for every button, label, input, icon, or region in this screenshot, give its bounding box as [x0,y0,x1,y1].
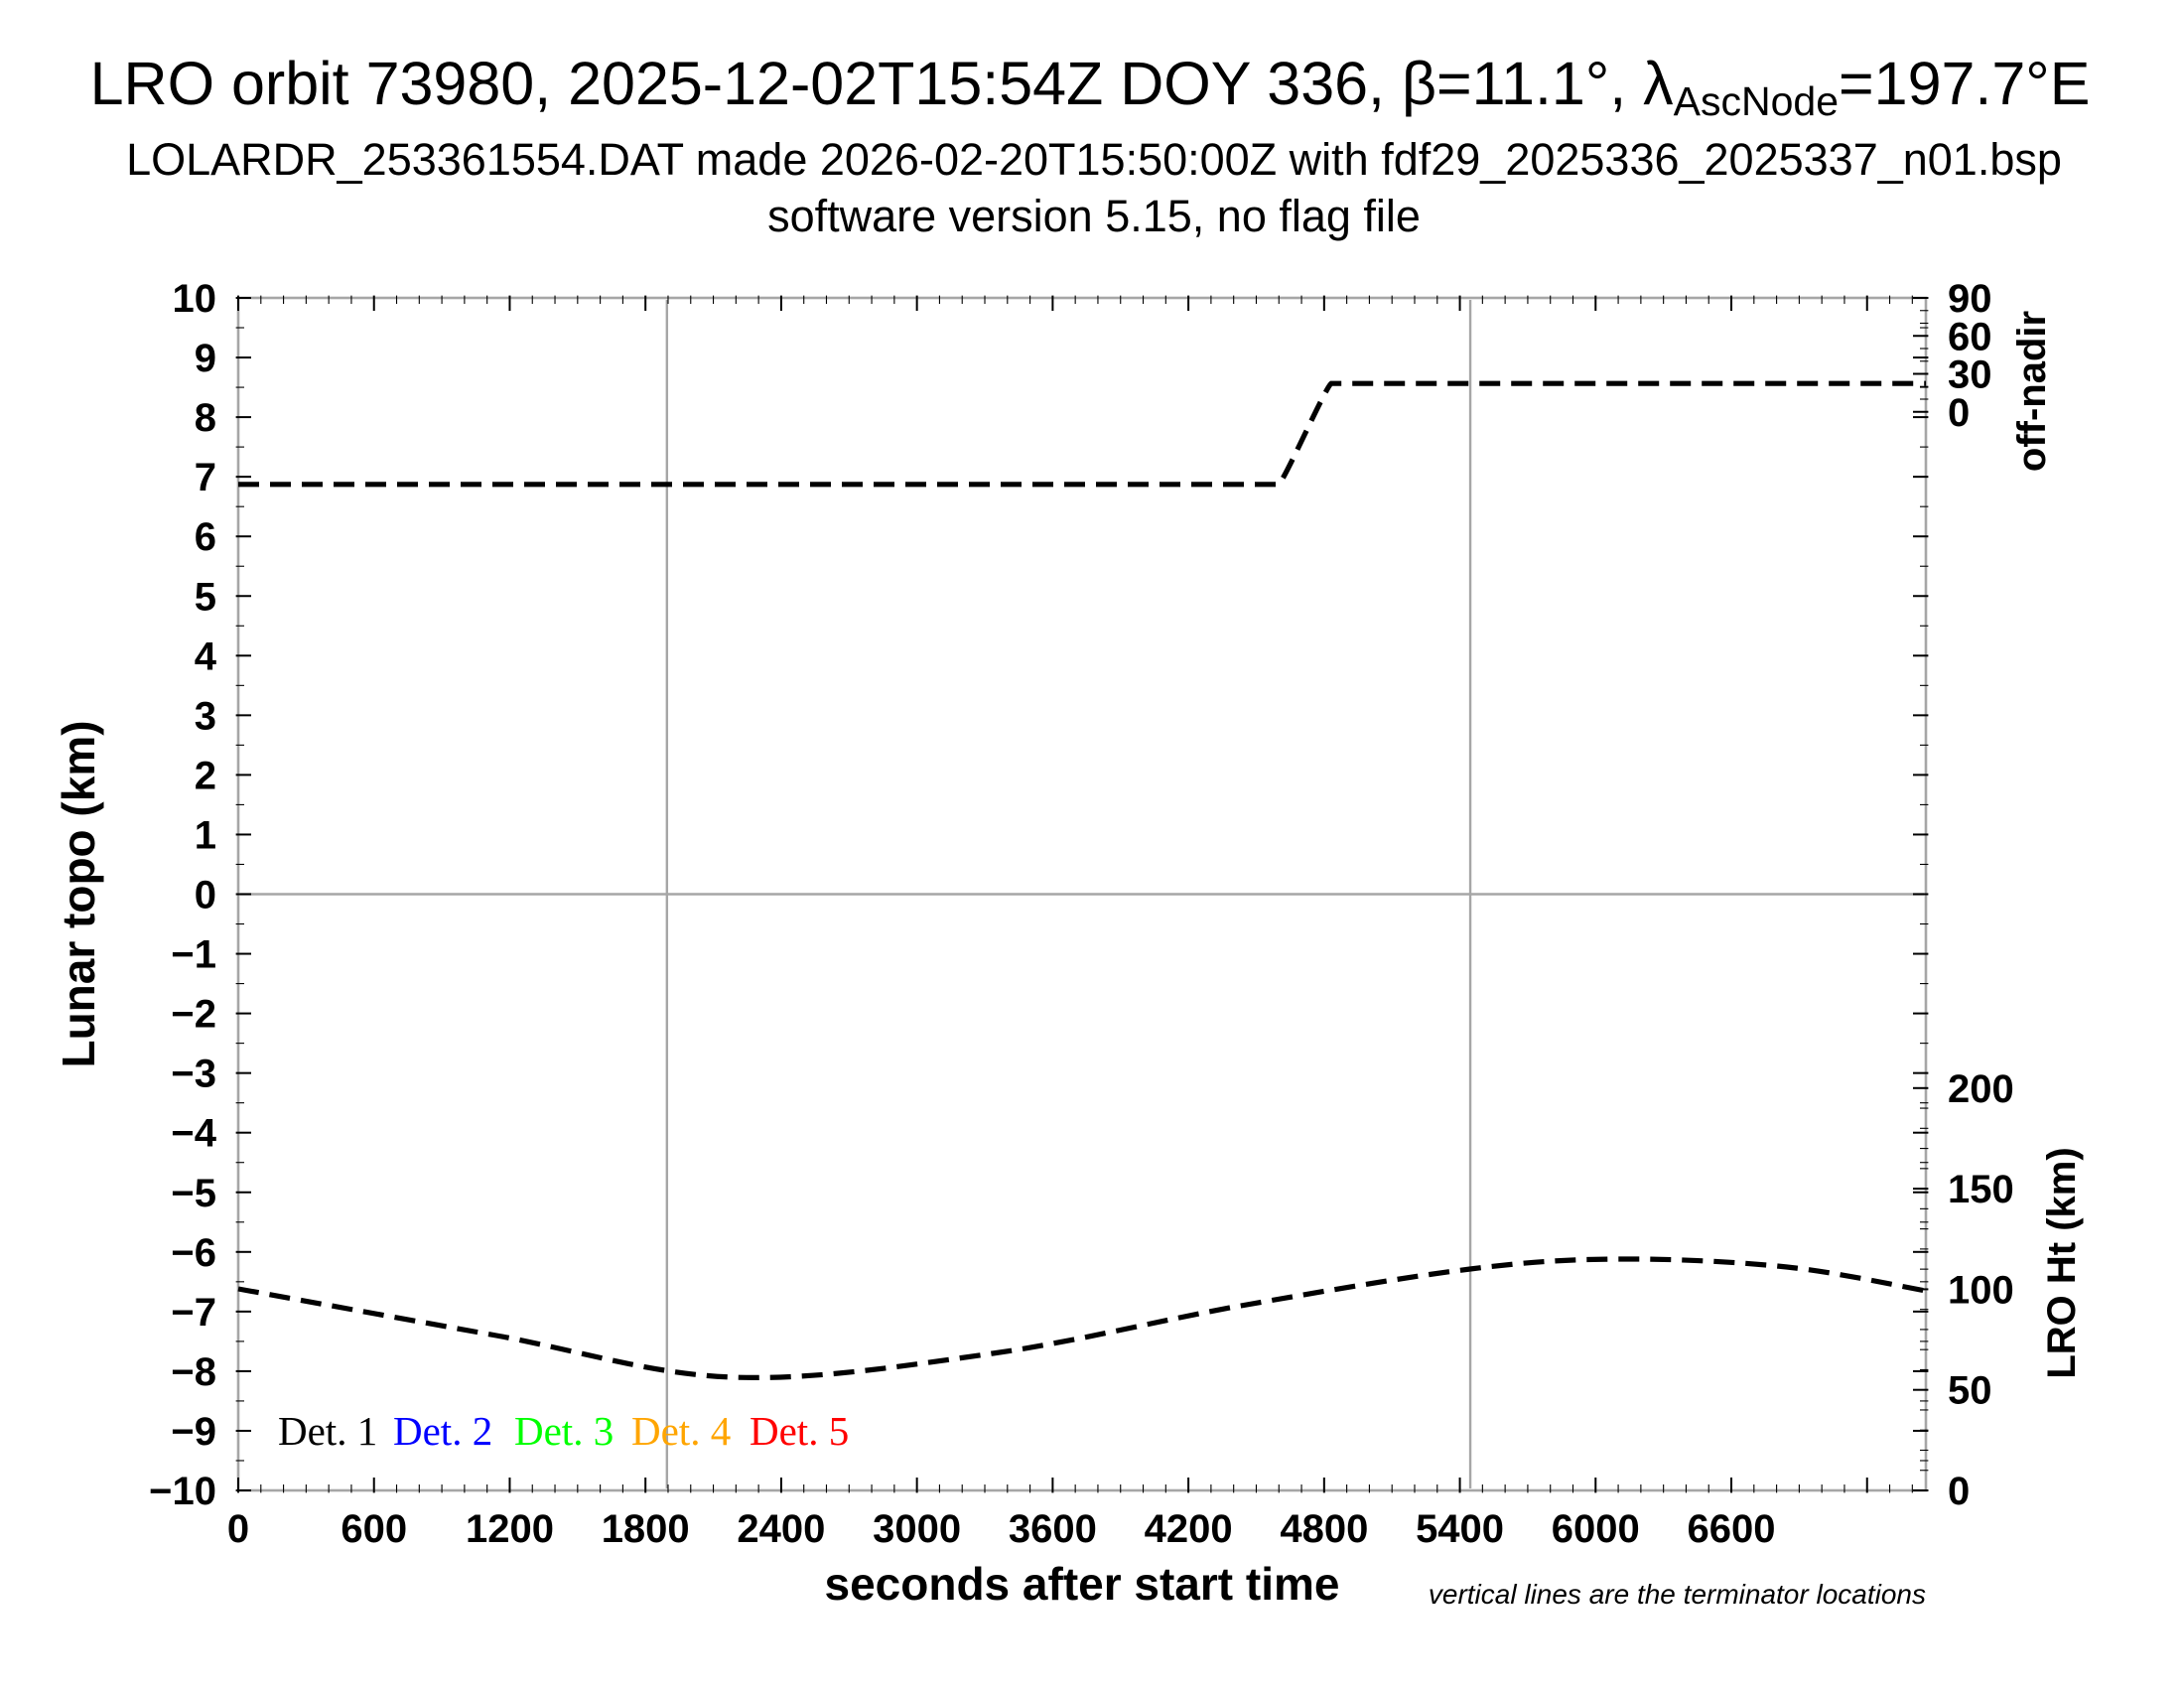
svg-text:Det. 1: Det. 1 [278,1408,377,1454]
svg-text:2400: 2400 [737,1507,825,1551]
svg-text:5400: 5400 [1416,1507,1504,1551]
svg-text:1800: 1800 [602,1507,690,1551]
svg-text:0: 0 [227,1507,249,1551]
svg-text:3: 3 [195,694,216,738]
svg-text:150: 150 [1948,1168,2014,1211]
svg-text:6600: 6600 [1688,1507,1776,1551]
svg-text:3000: 3000 [873,1507,961,1551]
svg-text:0: 0 [1948,391,1970,435]
svg-text:−10: −10 [149,1470,216,1513]
svg-text:−1: −1 [171,933,216,977]
svg-text:9: 9 [195,337,216,380]
svg-text:8: 8 [195,396,216,440]
svg-text:−3: −3 [171,1053,216,1096]
svg-text:7: 7 [195,456,216,499]
svg-text:−4: −4 [171,1112,216,1156]
svg-text:seconds after start time: seconds after start time [825,1558,1340,1610]
svg-text:vertical lines are the termina: vertical lines are the terminator locati… [1429,1579,1926,1610]
svg-text:−7: −7 [171,1291,216,1335]
svg-text:−2: −2 [171,993,216,1037]
svg-text:LRO Ht (km): LRO Ht (km) [2040,1147,2084,1378]
svg-text:1200: 1200 [466,1507,554,1551]
svg-text:4800: 4800 [1280,1507,1368,1551]
svg-text:0: 0 [195,874,216,917]
svg-text:−5: −5 [171,1172,216,1215]
svg-text:software version 5.15, no flag: software version 5.15, no flag file [767,191,1421,241]
svg-text:600: 600 [341,1507,407,1551]
svg-text:4200: 4200 [1145,1507,1233,1551]
svg-text:−6: −6 [171,1231,216,1275]
svg-text:10: 10 [173,277,217,321]
svg-text:200: 200 [1948,1067,2014,1111]
svg-text:5: 5 [195,575,216,619]
svg-text:Lunar topo (km): Lunar topo (km) [53,720,104,1067]
svg-text:off-nadir: off-nadir [2010,311,2054,472]
svg-text:50: 50 [1948,1369,1992,1413]
svg-text:6: 6 [195,515,216,559]
svg-text:Det. 2: Det. 2 [393,1408,492,1454]
svg-text:−9: −9 [171,1410,216,1454]
svg-text:100: 100 [1948,1268,2014,1312]
svg-text:−8: −8 [171,1350,216,1394]
svg-text:Det. 5: Det. 5 [750,1408,849,1454]
svg-text:Det. 4: Det. 4 [631,1408,731,1454]
svg-text:Det. 3: Det. 3 [514,1408,614,1454]
svg-text:4: 4 [195,635,217,678]
svg-text:2: 2 [195,754,216,797]
svg-text:1: 1 [195,813,216,857]
svg-text:3600: 3600 [1009,1507,1097,1551]
svg-text:LOLARDR_253361554.DAT made 202: LOLARDR_253361554.DAT made 2026-02-20T15… [126,134,2062,185]
svg-text:0: 0 [1948,1470,1970,1513]
svg-text:6000: 6000 [1552,1507,1640,1551]
